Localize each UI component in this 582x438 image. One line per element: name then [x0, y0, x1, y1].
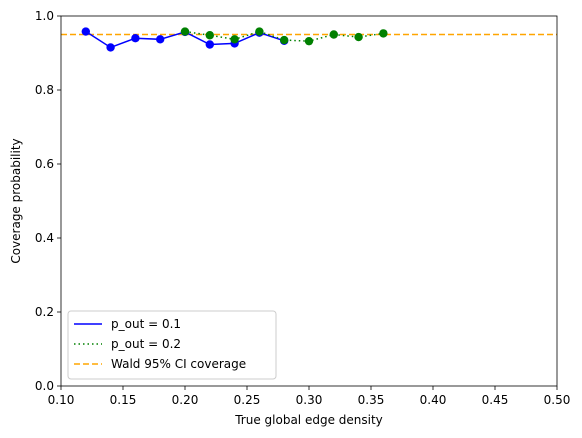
- legend-label: p_out = 0.2: [111, 337, 181, 351]
- x-tick-label: 0.30: [296, 393, 323, 407]
- series-2-point: [205, 31, 214, 40]
- series-2-point: [329, 30, 338, 39]
- x-axis-label: True global edge density: [234, 413, 383, 427]
- x-tick-label: 0.50: [544, 393, 571, 407]
- y-tick-label: 1.0: [35, 9, 54, 23]
- y-tick-label: 0.0: [35, 379, 54, 393]
- series-1-point: [205, 40, 214, 49]
- legend-box: [67, 310, 277, 380]
- y-axis-label: Coverage probability: [9, 138, 23, 263]
- x-axis-ticks: 0.10 0.15 0.20 0.25 0.30 0.35 0.40 0.45 0.50: [48, 386, 571, 407]
- x-tick-label: 0.40: [420, 393, 447, 407]
- series-2-point: [379, 29, 388, 38]
- series-1-point: [81, 27, 91, 36]
- legend-label: p_out = 0.1: [111, 317, 181, 331]
- series-2-point: [280, 35, 289, 45]
- series-2-point: [304, 36, 314, 46]
- series-2-point: [180, 27, 190, 36]
- y-tick-label: 0.2: [35, 305, 54, 319]
- x-tick-label: 0.35: [358, 393, 385, 407]
- series-1-point: [106, 43, 115, 52]
- marker-layer: [81, 27, 388, 52]
- x-tick-label: 0.45: [482, 393, 509, 407]
- y-tick-label: 0.8: [35, 83, 54, 97]
- x-tick-label: 0.25: [234, 393, 261, 407]
- y-tick-label: 0.6: [35, 157, 54, 171]
- y-axis-ticks: 0.0 0.2 0.4 0.6 0.8 1.0: [35, 9, 61, 393]
- x-tick-label: 0.10: [48, 393, 75, 407]
- series-1-point: [131, 34, 140, 43]
- series-1-point: [156, 35, 165, 44]
- legend: p_out = 0.1 p_out = 0.2 Wald 95% CI covera…: [67, 310, 277, 380]
- legend-label: Wald 95% CI coverage: [111, 357, 246, 371]
- y-tick-label: 0.4: [35, 231, 54, 245]
- series-2-point: [255, 27, 264, 36]
- series-2-point: [230, 35, 239, 44]
- x-tick-label: 0.15: [110, 393, 137, 407]
- x-tick-label: 0.20: [172, 393, 199, 407]
- series-2-point: [354, 32, 363, 42]
